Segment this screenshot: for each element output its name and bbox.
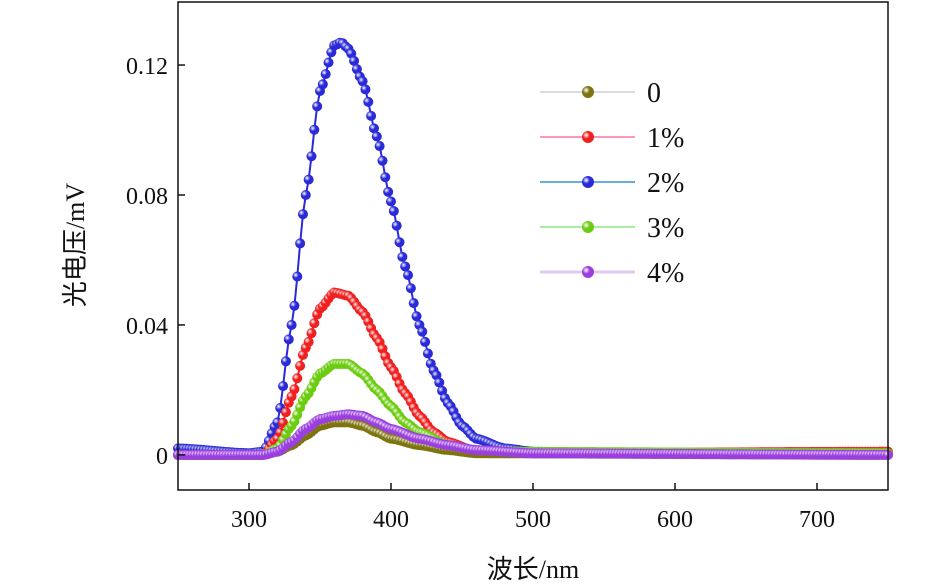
data-point <box>309 318 320 329</box>
data-point <box>388 206 399 217</box>
data-point <box>417 326 428 337</box>
data-point <box>320 69 331 80</box>
data-point <box>383 186 394 197</box>
legend-label: 0 <box>647 78 661 109</box>
data-point <box>306 151 317 162</box>
legend-item-2%: 2% <box>540 168 684 199</box>
data-point <box>280 407 291 418</box>
legend-item-1%: 1% <box>540 123 684 154</box>
data-point <box>397 251 408 262</box>
y-axis-title: 光电压/mV <box>61 183 90 307</box>
data-point <box>289 300 300 311</box>
legend-item-4%: 4% <box>540 258 684 289</box>
legend-marker <box>582 221 594 233</box>
legend-item-3%: 3% <box>540 213 684 244</box>
x-tick-label: 500 <box>515 507 551 533</box>
legend-label: 1% <box>647 123 684 154</box>
data-point <box>309 124 320 135</box>
x-tick-label: 300 <box>231 507 267 533</box>
x-tick-label: 700 <box>799 507 835 533</box>
data-point <box>289 384 300 395</box>
data-point <box>300 189 311 200</box>
legend-label: 2% <box>647 168 684 199</box>
data-point <box>303 174 314 185</box>
data-point <box>377 155 388 166</box>
legend-marker <box>582 266 594 278</box>
data-point <box>295 360 306 371</box>
data-point <box>297 209 308 220</box>
data-point <box>368 123 379 134</box>
data-point <box>312 101 323 112</box>
legend-marker <box>582 131 594 143</box>
data-point <box>283 334 294 345</box>
series-line <box>177 41 888 455</box>
data-point <box>295 238 306 249</box>
x-tick-label: 600 <box>657 507 693 533</box>
data-point <box>306 328 317 339</box>
data-point <box>400 261 411 272</box>
y-tick-label: 0.12 <box>126 54 168 80</box>
data-point <box>380 172 391 183</box>
data-point <box>360 84 371 95</box>
data-point <box>422 348 433 359</box>
data-point <box>411 311 422 322</box>
data-point <box>292 373 303 384</box>
data-point <box>357 76 368 87</box>
x-axis-title: 波长/nm <box>487 555 579 584</box>
legend-label: 3% <box>647 213 684 244</box>
data-point <box>286 319 297 330</box>
data-point <box>371 131 382 142</box>
data-point <box>420 336 431 347</box>
series-4% <box>173 409 893 460</box>
data-point <box>386 196 396 207</box>
data-point <box>403 270 414 281</box>
x-tick-label: 400 <box>373 507 409 533</box>
data-point <box>434 377 445 388</box>
legend-marker <box>582 176 594 188</box>
y-tick-label: 0 <box>156 444 168 470</box>
axes-layer: 300 400 500 600 700 0 0.04 0.08 0.12 <box>126 54 835 533</box>
y-tick-label: 0.08 <box>126 184 168 210</box>
data-point <box>292 271 303 282</box>
data-point <box>394 237 405 248</box>
data-point <box>303 336 314 347</box>
series-layer <box>173 37 893 460</box>
legend: 0 1% 2% 3% 4% <box>540 78 684 289</box>
data-point <box>366 110 377 121</box>
series-2% <box>173 37 893 459</box>
data-point <box>323 57 334 68</box>
data-point <box>408 298 419 309</box>
data-point <box>405 283 416 294</box>
data-point <box>278 381 289 392</box>
data-point <box>317 79 328 90</box>
data-point <box>374 141 385 152</box>
legend-marker <box>582 86 594 98</box>
data-point <box>391 220 402 231</box>
legend-item-0: 0 <box>540 78 661 109</box>
y-tick-label: 0.04 <box>126 314 168 340</box>
data-point <box>349 55 360 66</box>
data-point <box>363 96 374 107</box>
data-point <box>280 356 291 367</box>
legend-label: 4% <box>647 258 684 289</box>
